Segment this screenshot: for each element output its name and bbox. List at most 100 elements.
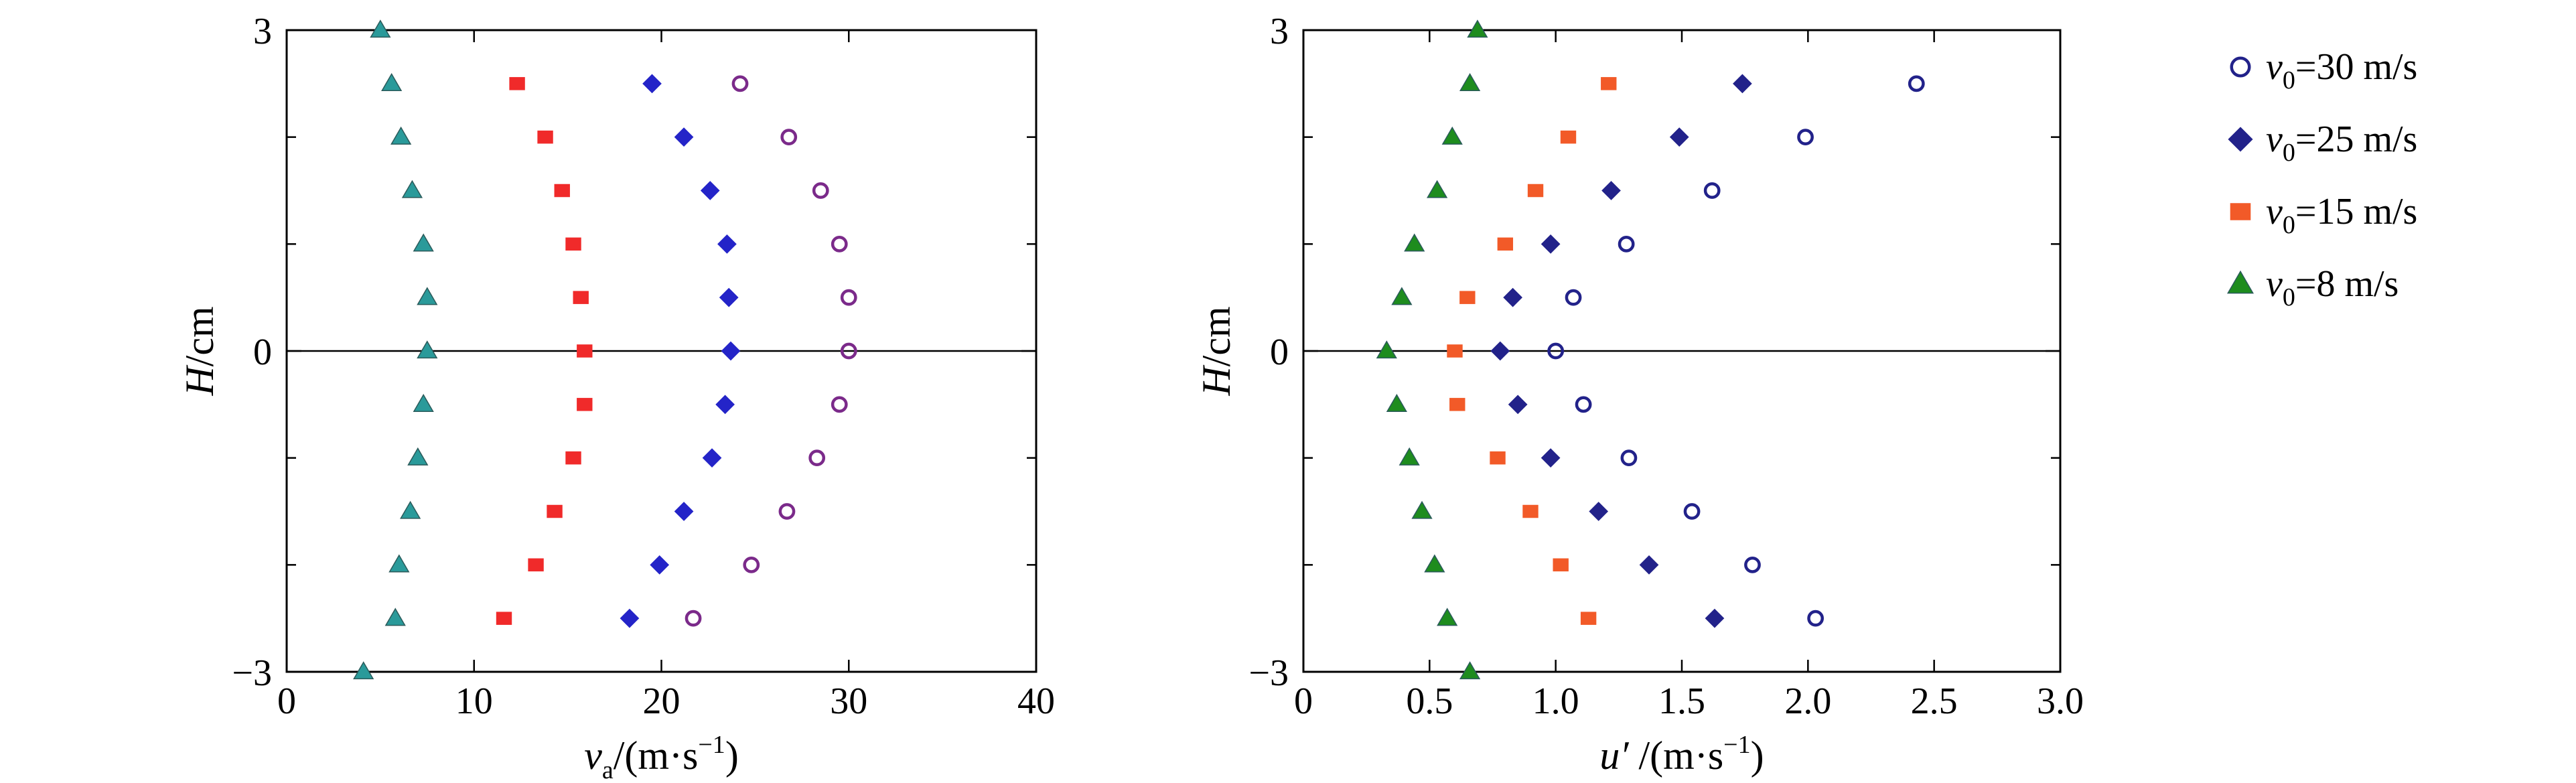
data-point <box>1547 342 1565 360</box>
data-point <box>831 235 848 253</box>
legend-label: v0=15 m/s <box>2266 191 2417 239</box>
data-point <box>1669 127 1689 147</box>
data-point <box>1522 504 1539 518</box>
data-point <box>1497 237 1514 251</box>
data-point <box>1467 19 1488 38</box>
y-axis-label: H/cm <box>177 306 222 396</box>
data-point <box>1541 234 1561 254</box>
data-point <box>1541 448 1561 468</box>
data-point <box>577 344 593 358</box>
data-point <box>1807 610 1824 627</box>
data-point <box>1580 612 1597 625</box>
data-point <box>685 610 702 627</box>
data-point <box>1386 394 1407 412</box>
data-point <box>674 502 694 521</box>
legend-item: v0=30 m/s <box>2230 46 2417 94</box>
data-point <box>1703 182 1721 199</box>
y-tick-label: 0 <box>253 332 272 373</box>
data-point <box>407 447 429 466</box>
y-axis-label: H/cm <box>1194 306 1238 396</box>
series-diamond <box>1490 74 1752 628</box>
x-tick-label: 40 <box>1017 681 1055 722</box>
data-point <box>780 129 798 146</box>
data-point <box>642 74 662 94</box>
data-point <box>721 341 741 361</box>
legend-label: v0=30 m/s <box>2266 46 2417 94</box>
data-point <box>537 130 553 144</box>
x-tick-label: 0 <box>1294 681 1313 722</box>
data-point <box>1503 287 1522 307</box>
series-diamond <box>620 74 741 628</box>
data-point <box>1553 558 1569 572</box>
data-point <box>1705 608 1725 628</box>
data-point <box>1437 608 1458 626</box>
data-point <box>1399 447 1420 466</box>
data-point <box>743 556 760 573</box>
series-circle-open <box>1547 75 1925 627</box>
y-tick-label: 3 <box>253 11 272 52</box>
legend-item: v0=25 m/s <box>2228 119 2417 167</box>
data-point <box>831 396 848 413</box>
data-point <box>554 184 570 198</box>
x-axis-label: va/(m·s−1) <box>584 731 739 783</box>
data-point <box>717 234 737 254</box>
data-point <box>778 503 796 520</box>
series-square <box>496 77 593 625</box>
series-triangle <box>1376 19 1488 680</box>
data-point <box>812 182 829 199</box>
legend-marker-circle-open <box>2230 56 2251 78</box>
x-axis-label: u′ /(m·s−1) <box>1599 731 1764 778</box>
data-point <box>1427 180 1448 198</box>
data-point <box>1618 235 1635 253</box>
data-point <box>715 395 735 415</box>
data-point <box>413 394 434 412</box>
series-triangle <box>353 19 438 680</box>
series-circle-open <box>685 75 857 627</box>
data-point <box>509 77 525 90</box>
data-point <box>1620 449 1638 467</box>
data-point <box>417 340 438 359</box>
data-point <box>401 180 423 198</box>
data-point <box>650 555 670 575</box>
data-point <box>1639 555 1659 575</box>
data-point <box>381 73 403 91</box>
data-point <box>1459 661 1481 680</box>
x-tick-label: 3.0 <box>2037 681 2084 722</box>
data-point <box>1560 130 1577 144</box>
data-point <box>674 127 694 147</box>
data-point <box>731 75 749 92</box>
data-point <box>1797 129 1814 146</box>
legend: v0=30 m/s v0=25 m/s v0=15 m/s v0=8 m/s <box>2226 46 2417 311</box>
data-point <box>1404 233 1425 252</box>
data-point <box>577 398 593 411</box>
data-point <box>1447 344 1463 358</box>
x-tick-label: 2.5 <box>1911 681 1958 722</box>
data-point <box>1508 395 1528 415</box>
x-tick-label: 1.5 <box>1658 681 1705 722</box>
data-point <box>700 181 720 200</box>
data-point <box>1589 502 1609 521</box>
data-point <box>1376 340 1397 359</box>
data-point <box>1733 74 1752 94</box>
data-point <box>840 342 857 360</box>
data-point <box>528 558 544 572</box>
data-point <box>1424 554 1445 573</box>
series-square <box>1447 77 1617 625</box>
data-point <box>1441 126 1463 145</box>
legend-marker-diamond <box>2228 127 2253 152</box>
legend-marker-triangle <box>2226 270 2255 294</box>
data-point <box>1575 396 1592 413</box>
data-point <box>1411 500 1433 519</box>
data-point <box>413 233 434 252</box>
data-point <box>1527 184 1544 198</box>
y-tick-label: 3 <box>1270 11 1289 52</box>
x-tick-label: 0 <box>277 681 296 722</box>
data-point <box>1459 73 1481 91</box>
x-tick-label: 10 <box>455 681 493 722</box>
data-point <box>353 661 374 680</box>
legend-item: v0=8 m/s <box>2226 263 2399 311</box>
data-point <box>1391 287 1413 305</box>
data-point <box>565 451 581 465</box>
